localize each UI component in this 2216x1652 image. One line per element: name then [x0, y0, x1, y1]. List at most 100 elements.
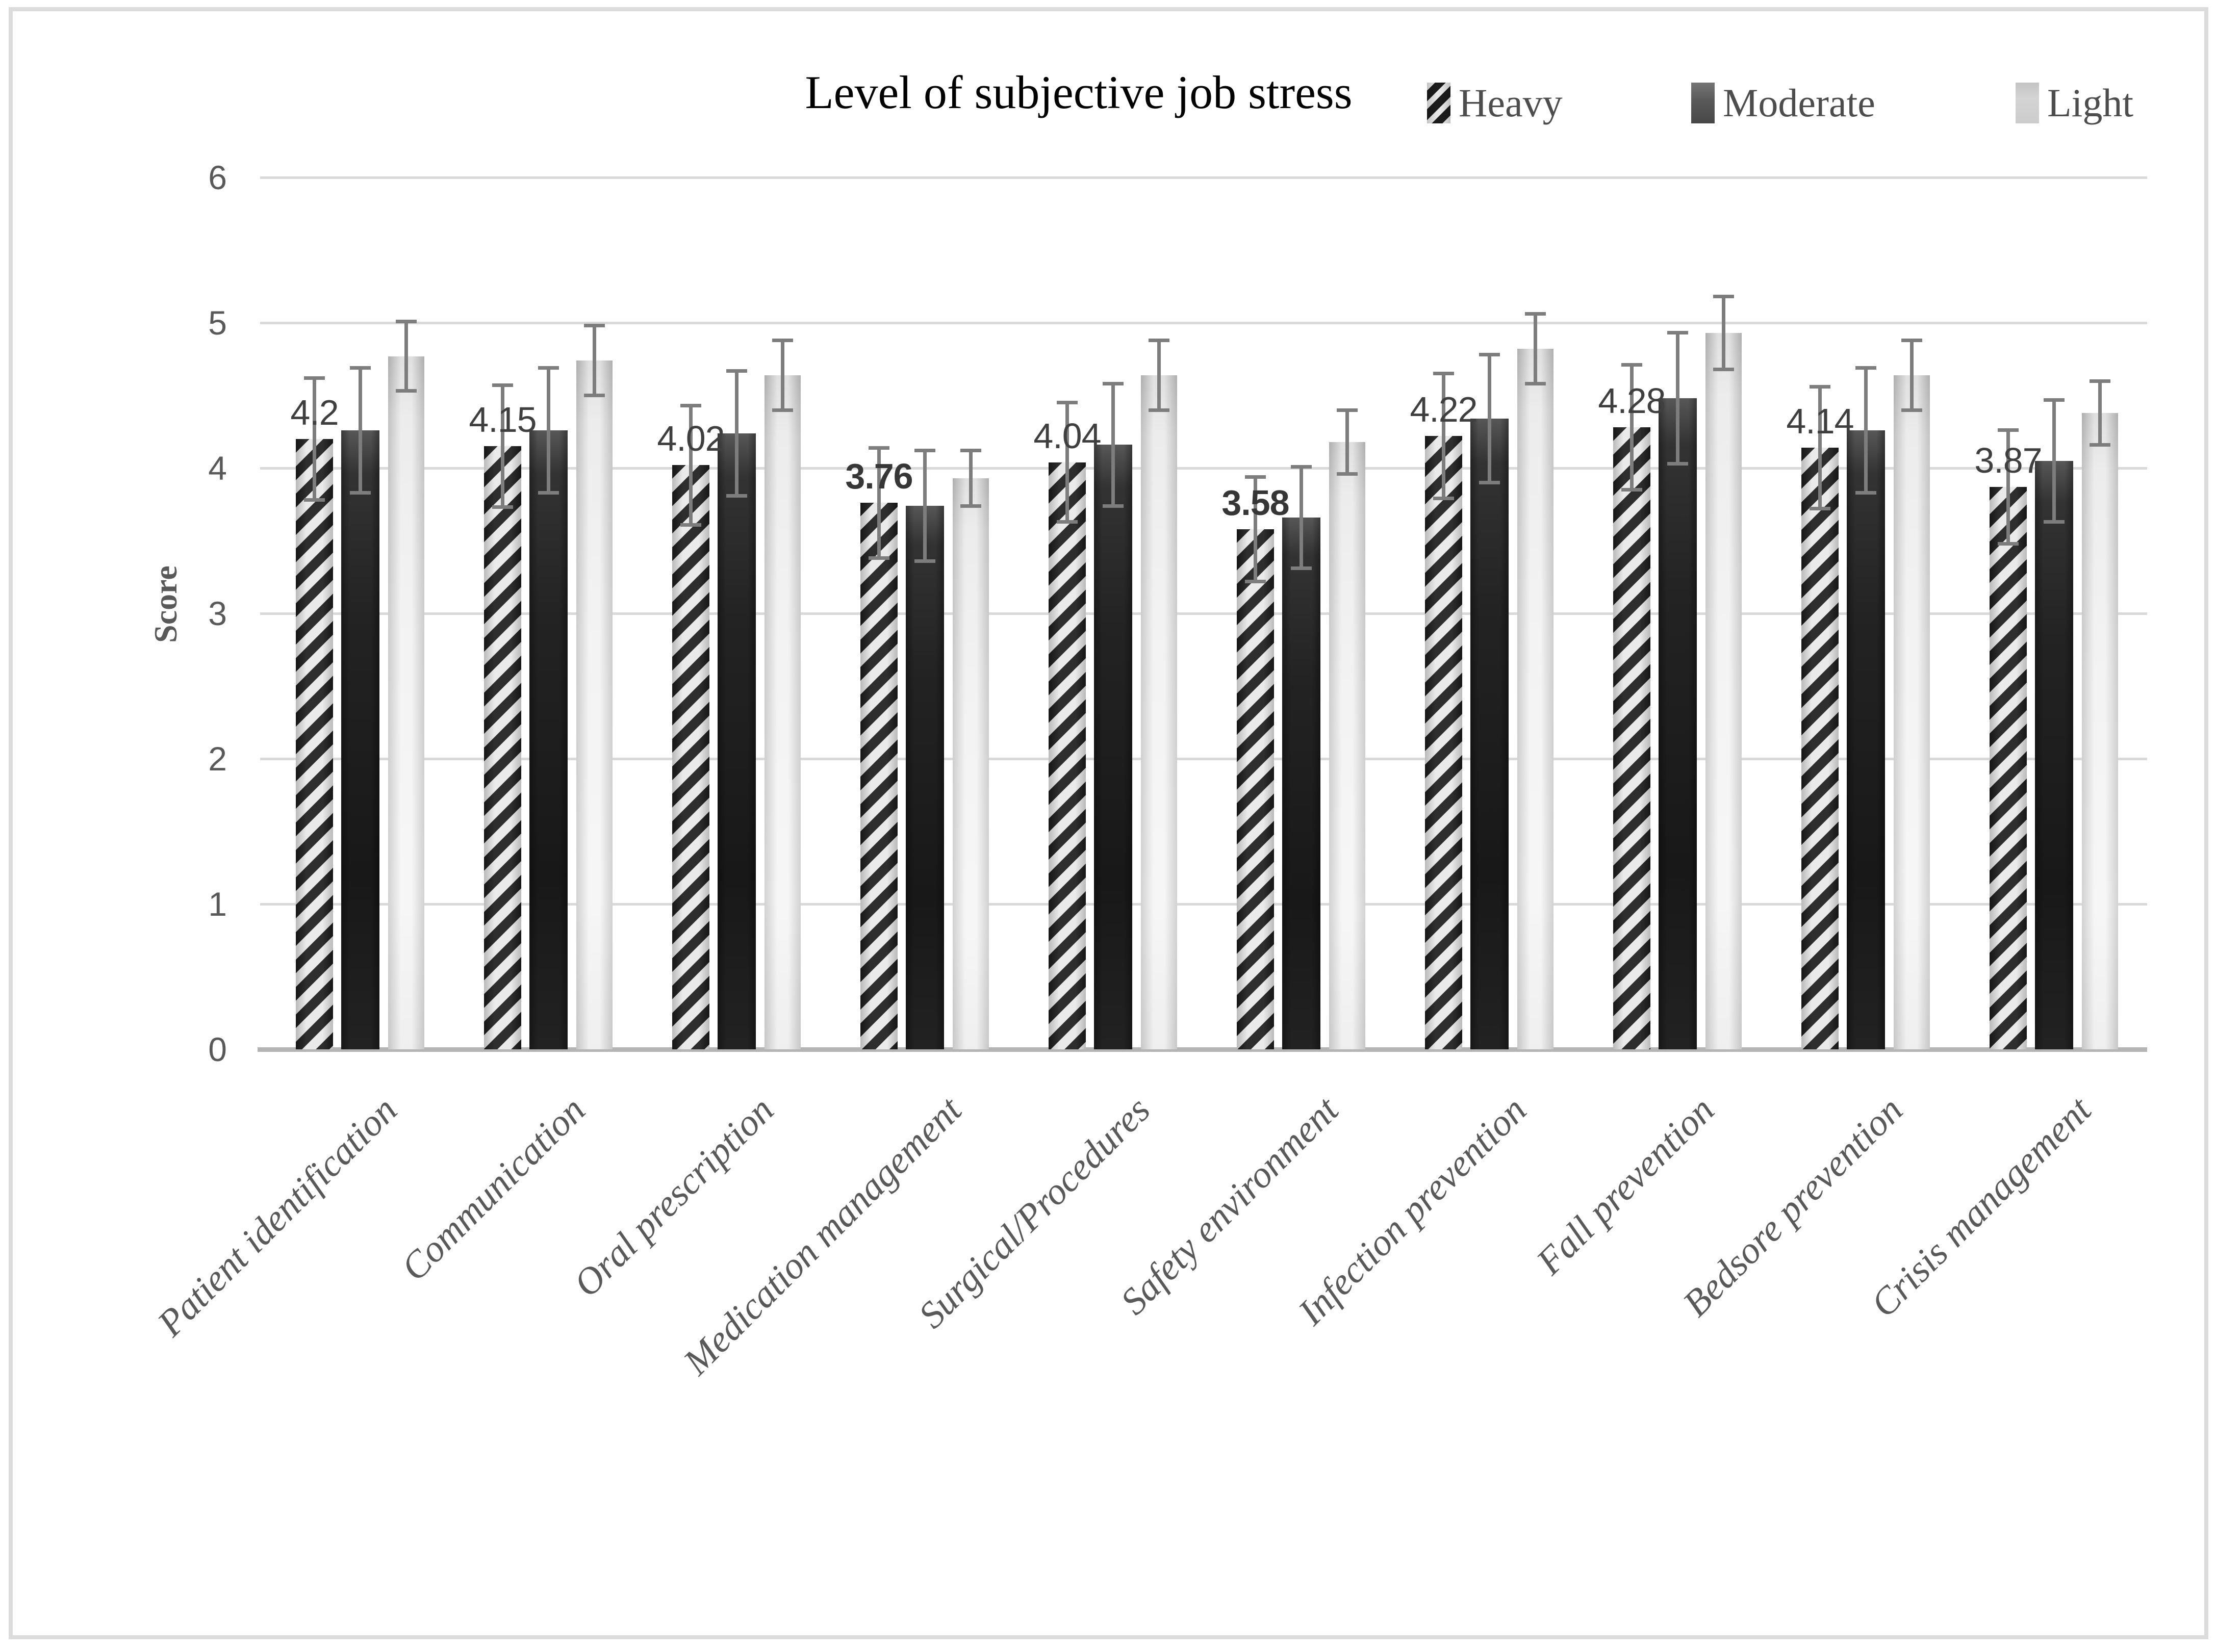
data-label: 3.87	[1974, 441, 2042, 481]
error-bar-cap	[1713, 367, 1734, 371]
error-bar-cap	[492, 383, 513, 388]
bar-moderate	[1847, 430, 1885, 1049]
error-bar	[689, 405, 693, 525]
error-bar-cap	[1525, 312, 1546, 316]
bar-heavy	[484, 446, 521, 1049]
gridline	[260, 758, 2147, 760]
bar-moderate	[2035, 460, 2073, 1049]
error-bar-cap	[1855, 366, 1876, 370]
data-label: 4.15	[469, 400, 537, 440]
error-bar	[1722, 296, 1725, 370]
legend-label: Moderate	[1723, 81, 1875, 125]
bar-moderate	[529, 430, 568, 1049]
legend-label: Light	[2047, 81, 2133, 125]
error-bar-cap	[1337, 408, 1358, 412]
error-bar	[1488, 354, 1491, 483]
error-bar-cap	[680, 403, 701, 407]
error-bar-cap	[1245, 475, 1266, 479]
error-bar-cap	[304, 376, 325, 380]
category-label: Communication	[393, 1089, 594, 1289]
bar-heavy	[1613, 427, 1650, 1049]
error-bar-cap	[726, 494, 747, 498]
error-bar-cap	[1057, 401, 1078, 405]
y-tick-label: 5	[208, 304, 227, 342]
error-bar	[1111, 383, 1115, 506]
error-bar	[2052, 400, 2056, 522]
error-bar-cap	[2044, 398, 2065, 402]
gridline	[260, 322, 2147, 324]
legend-item-heavy: Heavy	[1427, 80, 1563, 126]
bar-heavy	[1049, 462, 1086, 1049]
error-bar	[1630, 365, 1634, 490]
error-bar-cap	[869, 446, 889, 450]
error-bar	[969, 450, 973, 506]
error-bar-cap	[680, 523, 701, 527]
error-bar-cap	[1479, 481, 1500, 484]
bar-heavy	[1237, 529, 1274, 1049]
error-bar	[359, 368, 362, 493]
gridline	[260, 612, 2147, 615]
error-bar-cap	[1337, 472, 1358, 476]
bar-light	[1141, 375, 1177, 1049]
error-bar-cap	[538, 366, 559, 370]
data-label: 4.22	[1410, 390, 1478, 430]
error-bar-cap	[914, 449, 935, 453]
error-bar-cap	[2090, 443, 2110, 447]
error-bar-cap	[1433, 497, 1454, 501]
error-bar	[593, 325, 596, 396]
error-bar-cap	[1621, 363, 1642, 367]
error-bar-cap	[304, 498, 325, 502]
data-label: 3.76	[845, 456, 913, 497]
error-bar	[735, 371, 738, 496]
light-swatch-icon	[2016, 83, 2039, 123]
error-bar-cap	[396, 389, 417, 393]
heavy-swatch-icon	[1427, 83, 1450, 123]
error-bar-cap	[584, 324, 605, 328]
y-tick-label: 0	[208, 1030, 227, 1068]
bar-light	[1329, 442, 1365, 1049]
error-bar	[1676, 332, 1679, 464]
error-bar-cap	[492, 505, 513, 509]
y-tick-label: 4	[208, 449, 227, 487]
bar-light	[388, 356, 424, 1049]
error-bar	[1300, 467, 1303, 569]
error-bar-cap	[1667, 331, 1688, 335]
error-bar	[781, 340, 784, 410]
error-bar-cap	[1667, 461, 1688, 466]
error-bar-cap	[960, 449, 981, 453]
moderate-swatch-icon	[1691, 83, 1715, 123]
bar-heavy	[1801, 448, 1839, 1049]
error-bar-cap	[1433, 372, 1454, 376]
data-label: 3.58	[1221, 482, 1289, 523]
error-bar-cap	[1621, 488, 1642, 492]
data-label: 4.14	[1786, 401, 1854, 442]
error-bar	[2006, 430, 2010, 544]
bar-light	[765, 375, 801, 1049]
bar-moderate	[718, 433, 756, 1049]
error-bar	[1534, 314, 1537, 384]
error-bar-cap	[726, 369, 747, 373]
error-bar-cap	[1291, 566, 1312, 571]
error-bar-cap	[960, 504, 981, 508]
error-bar-cap	[1103, 504, 1124, 508]
error-bar-cap	[350, 491, 371, 495]
error-bar-cap	[1998, 428, 2019, 432]
y-tick-label: 3	[208, 595, 227, 632]
error-bar-cap	[914, 559, 935, 563]
bar-heavy	[860, 503, 898, 1049]
error-bar-cap	[1901, 408, 1922, 412]
error-bar-cap	[1291, 464, 1312, 469]
y-tick-label: 1	[208, 885, 227, 923]
error-bar-cap	[1245, 579, 1266, 583]
error-bar-cap	[1810, 507, 1830, 511]
error-bar	[1910, 340, 1914, 410]
data-label: 4.04	[1033, 416, 1101, 456]
bar-moderate	[341, 430, 379, 1049]
bar-moderate	[906, 506, 944, 1049]
error-bar-cap	[772, 408, 793, 412]
error-bar	[1345, 410, 1349, 474]
bar-moderate	[1659, 398, 1697, 1049]
error-bar-cap	[1810, 384, 1830, 389]
category-label: Fall prevention	[1529, 1089, 1723, 1283]
